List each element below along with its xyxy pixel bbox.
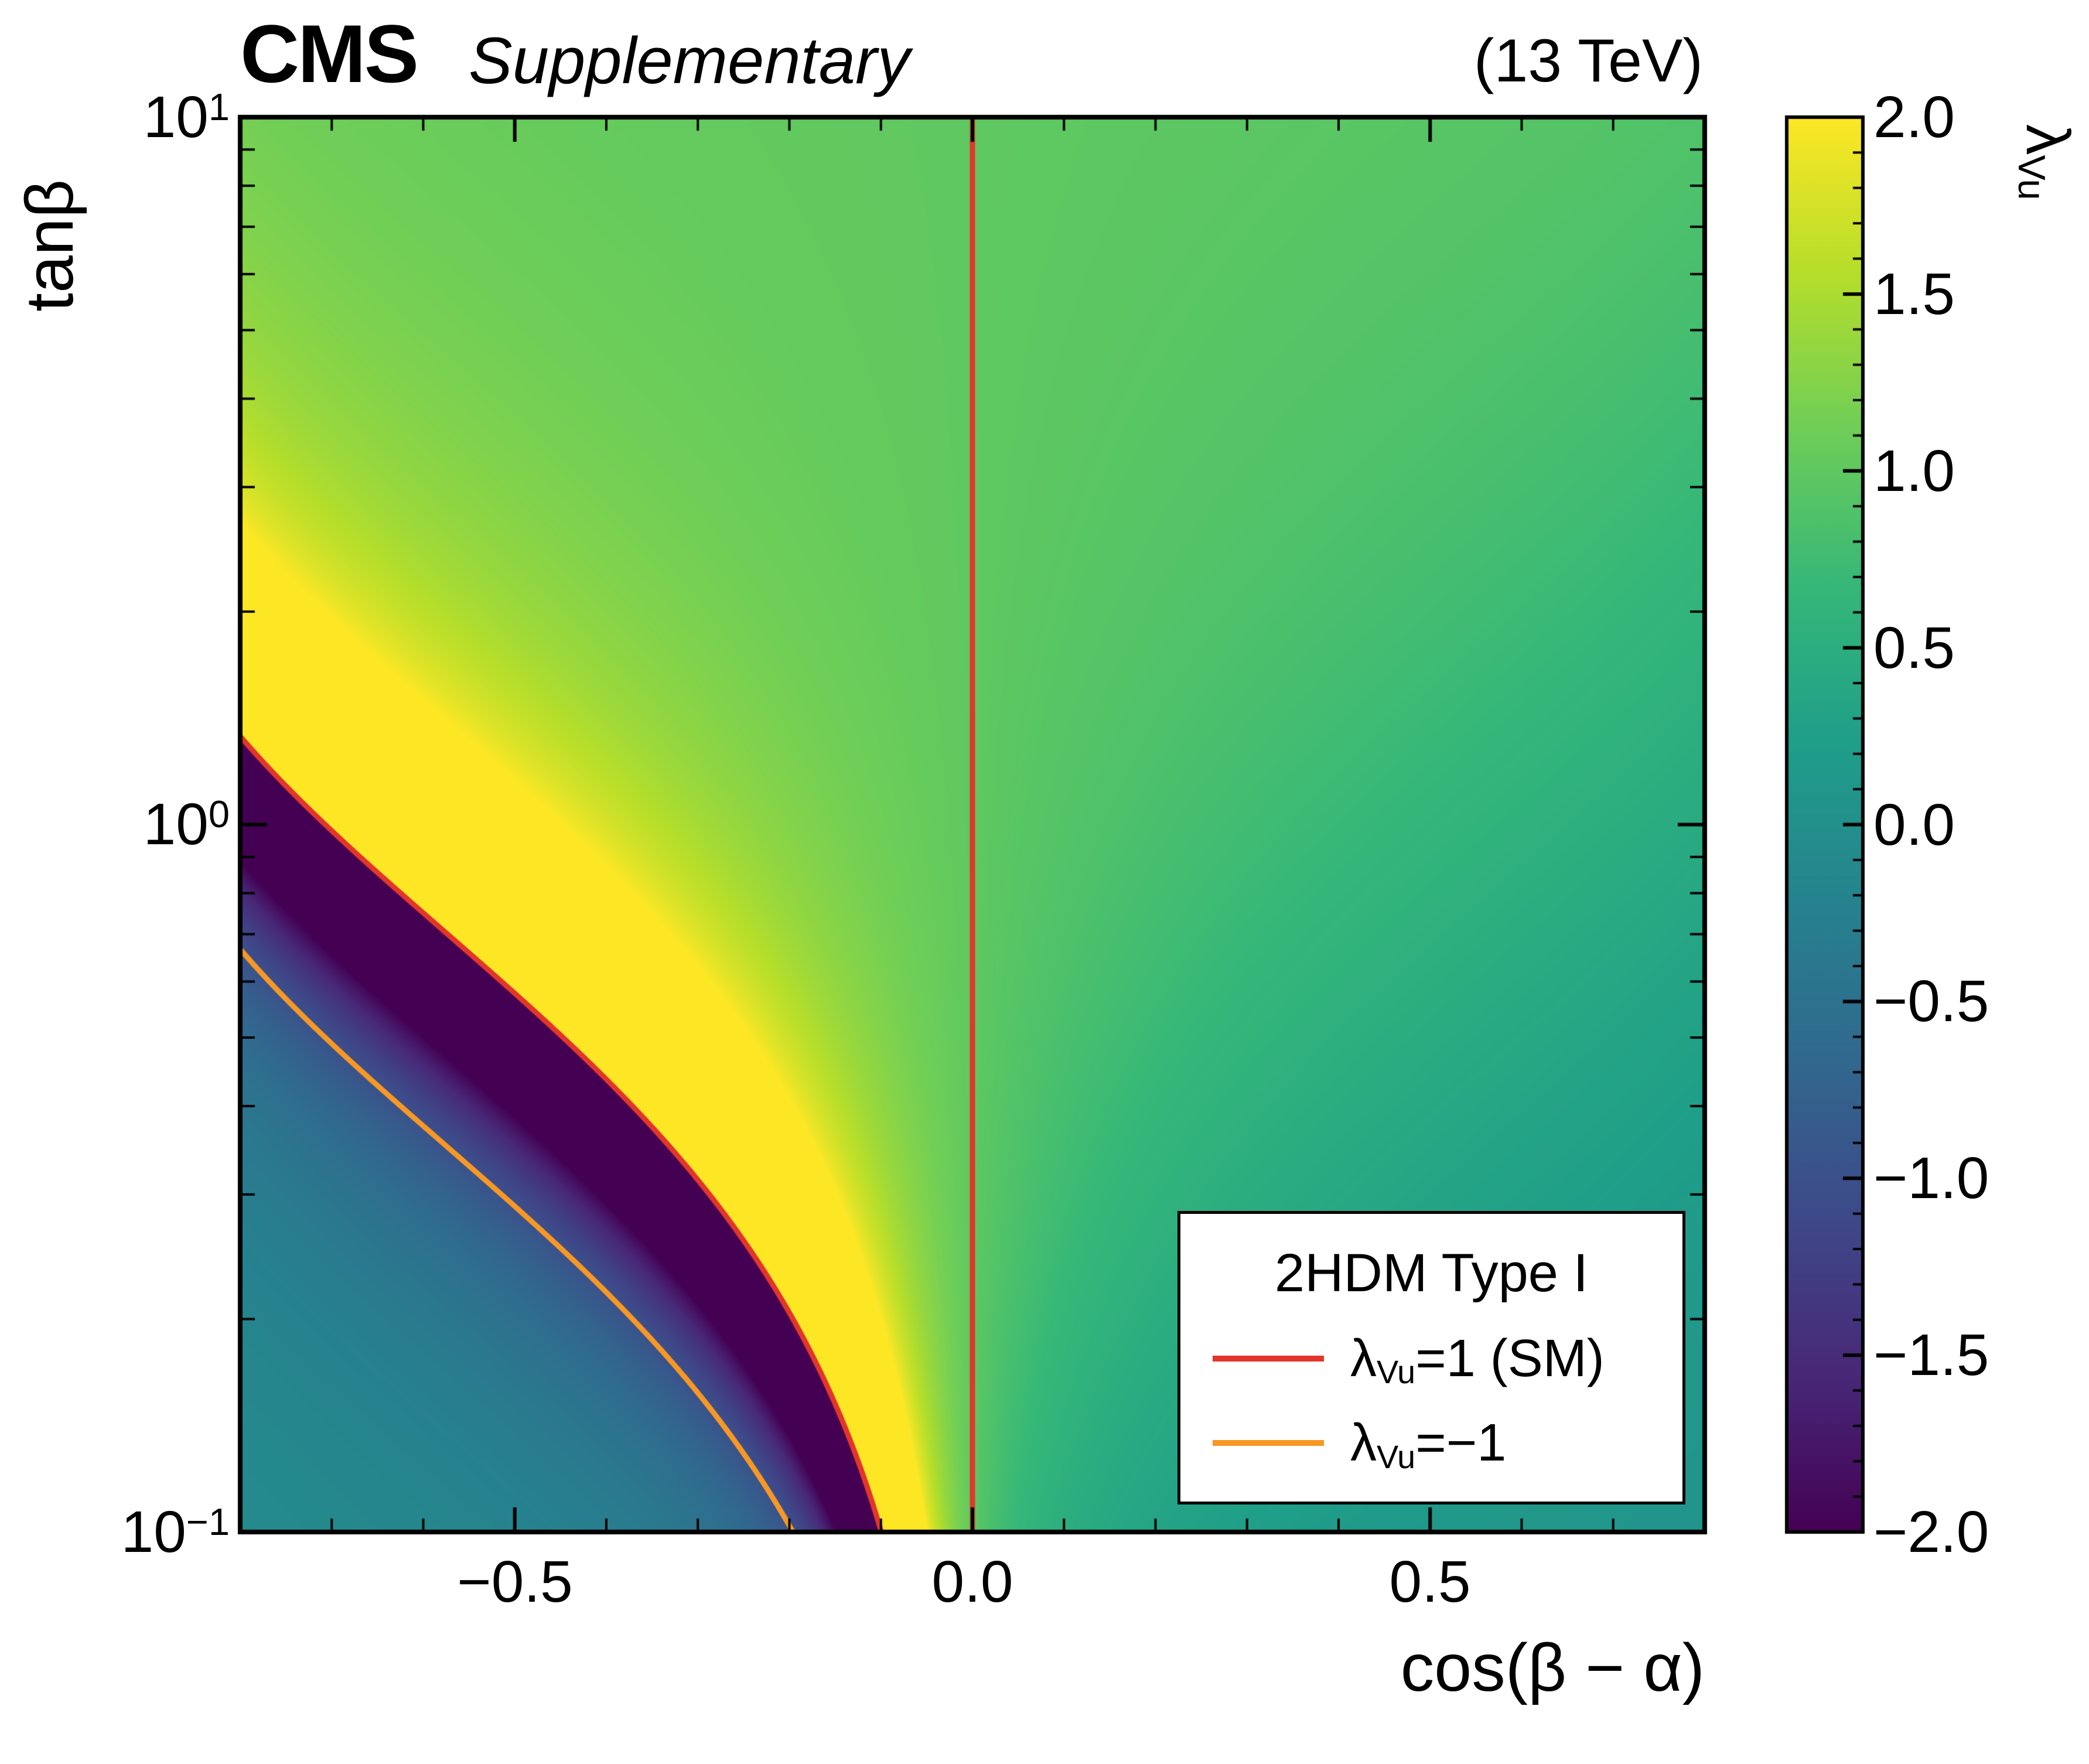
x-tick-label: 0.0	[931, 1549, 1013, 1615]
colorbar-tick-label: 2.0	[1873, 84, 1955, 150]
legend-entry-sm: λVu=1 (SM)	[1180, 1329, 1682, 1390]
legend: 2HDM Type I λVu=1 (SM) λVu=−1	[1177, 1211, 1685, 1504]
colorbar-tick-label: −1.5	[1873, 1322, 1989, 1388]
legend-line-red	[1213, 1355, 1324, 1362]
y-tick-label: 101	[143, 84, 230, 150]
x-tick-label: −0.5	[457, 1549, 573, 1615]
colorbar-tick-label: −2.0	[1873, 1499, 1989, 1565]
colorbar-tick-label: 1.0	[1873, 438, 1955, 504]
y-tick-label: 100	[143, 791, 230, 857]
x-tick-label: 0.5	[1389, 1549, 1471, 1615]
colorbar-tick-label: 1.5	[1873, 261, 1955, 327]
y-tick-label: 10−1	[121, 1499, 230, 1565]
legend-label-minus1: λVu=−1	[1350, 1414, 1507, 1475]
colorbar-tick-label: 0.0	[1873, 792, 1955, 858]
colorbar-tick-label: 0.5	[1873, 615, 1955, 681]
supplementary-label: Supplementary	[469, 24, 910, 97]
legend-line-orange	[1213, 1440, 1324, 1446]
colorbar-title: λVu	[2010, 124, 2082, 200]
cms-label: CMS	[240, 8, 419, 100]
legend-entry-minus1: λVu=−1	[1180, 1414, 1682, 1475]
x-axis-title: cos(β − α)	[1400, 1630, 1705, 1705]
colorbar-tick-label: −0.5	[1873, 968, 1989, 1034]
legend-label-sm: λVu=1 (SM)	[1350, 1329, 1605, 1390]
colorbar-tick-label: −1.0	[1873, 1145, 1989, 1211]
energy-label: (13 TeV)	[1473, 27, 1703, 95]
y-axis-title: tanβ	[12, 179, 87, 312]
legend-title: 2HDM Type I	[1274, 1243, 1589, 1303]
